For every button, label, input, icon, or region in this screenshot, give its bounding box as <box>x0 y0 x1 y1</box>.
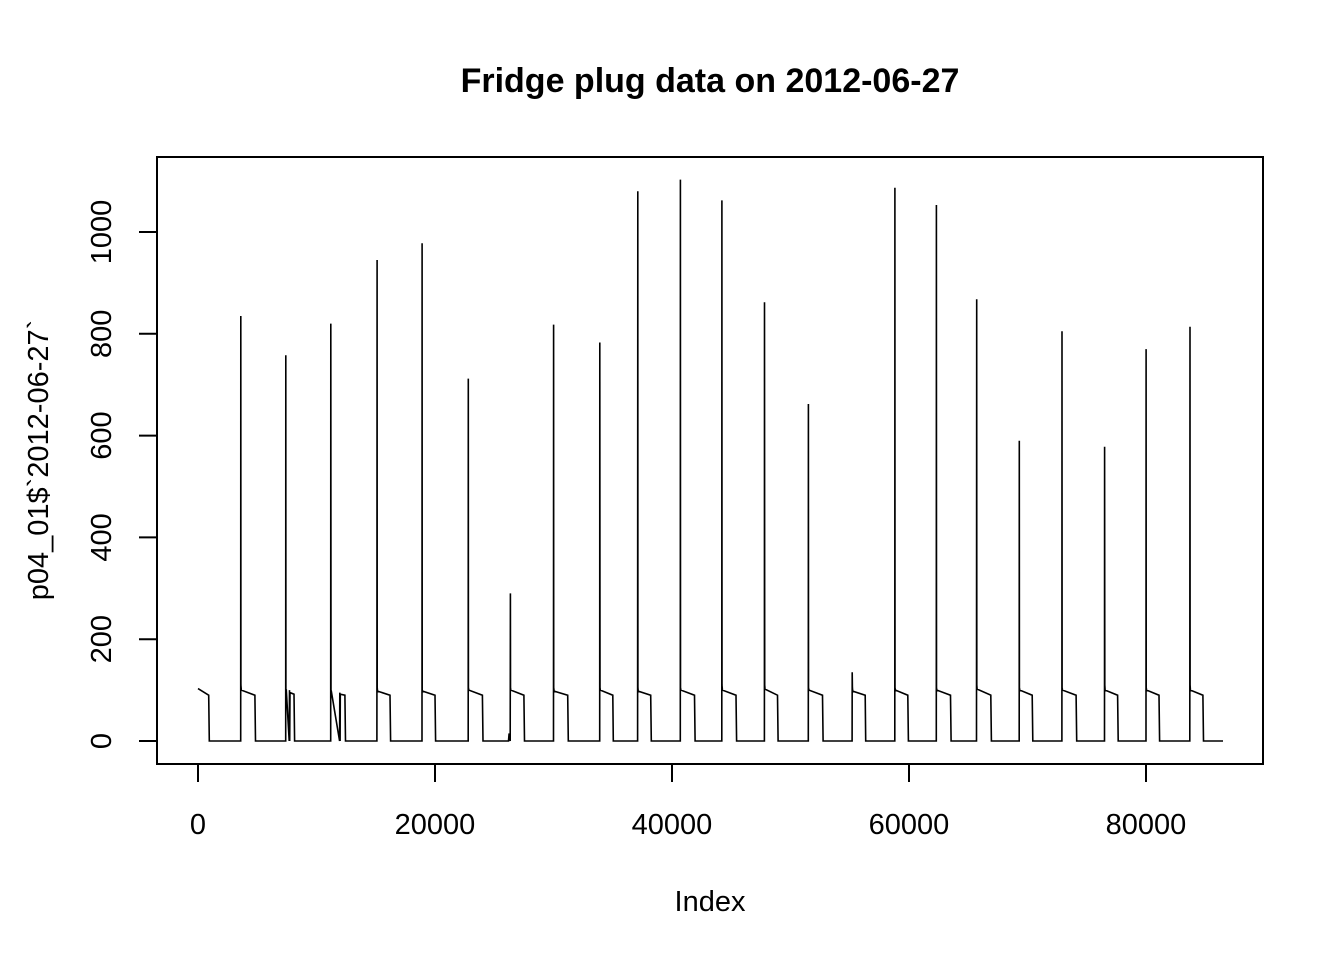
x-tick-label: 0 <box>190 809 206 841</box>
y-tick-label: 1000 <box>86 200 118 265</box>
y-tick-label: 600 <box>86 411 118 459</box>
x-axis-label: Index <box>675 886 746 918</box>
chart-title: Fridge plug data on 2012-06-27 <box>461 62 960 100</box>
x-tick-label: 20000 <box>395 809 476 841</box>
series-line <box>197 179 1223 742</box>
y-axis: 0 200 400 600 800 1000 <box>86 200 158 749</box>
x-tick-label: 40000 <box>632 809 713 841</box>
y-axis-label: p04_01$`2012-06-27` <box>23 320 55 601</box>
y-tick-label: 200 <box>86 615 118 663</box>
y-tick-label: 0 <box>86 733 118 749</box>
y-tick-label: 800 <box>86 310 118 358</box>
y-tick-label: 400 <box>86 513 118 561</box>
x-tick-label: 60000 <box>869 809 950 841</box>
x-axis: 0 20000 40000 60000 80000 <box>190 763 1187 841</box>
x-tick-label: 80000 <box>1106 809 1187 841</box>
plot-frame <box>156 156 1264 765</box>
